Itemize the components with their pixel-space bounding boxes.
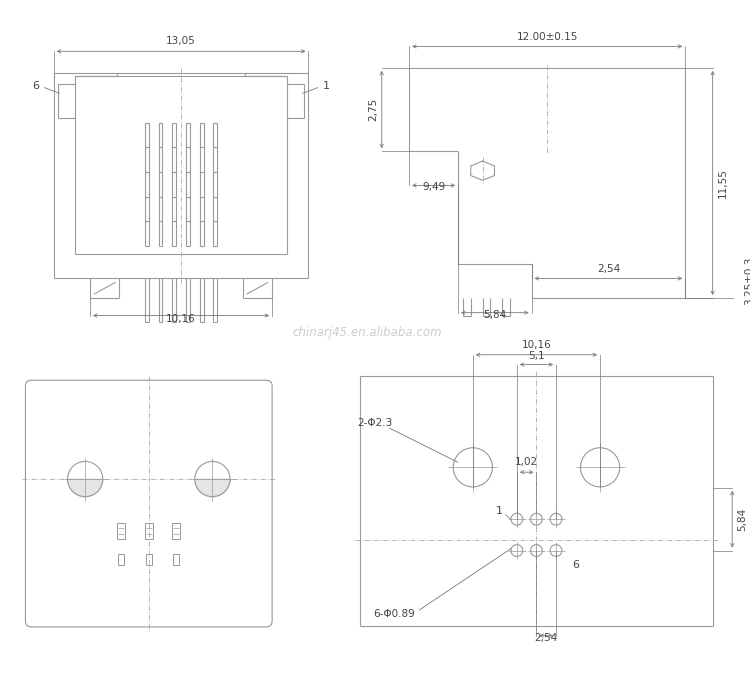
Text: 2,75: 2,75: [368, 98, 378, 121]
Bar: [173, 554, 179, 565]
Text: 3,25±0.3: 3,25±0.3: [744, 257, 750, 305]
Bar: [172, 523, 180, 539]
Text: 5,84: 5,84: [483, 310, 506, 319]
Bar: [146, 554, 152, 565]
Text: 6: 6: [33, 80, 40, 91]
Text: 13,05: 13,05: [166, 36, 196, 47]
Text: chinarj45.en.alibaba.com: chinarj45.en.alibaba.com: [292, 326, 442, 339]
Text: 5,84: 5,84: [737, 508, 747, 531]
Text: 5,1: 5,1: [528, 350, 544, 361]
Polygon shape: [195, 479, 230, 497]
Text: 11,55: 11,55: [718, 168, 728, 198]
Text: 10,16: 10,16: [166, 315, 196, 324]
Text: 1: 1: [322, 80, 329, 91]
Text: 2,54: 2,54: [535, 633, 558, 642]
Text: 10,16: 10,16: [521, 340, 551, 350]
Text: 1: 1: [496, 506, 502, 517]
Bar: [145, 523, 153, 539]
Bar: [118, 554, 124, 565]
Text: 2,54: 2,54: [597, 264, 620, 275]
Polygon shape: [68, 479, 103, 497]
Text: 6-Φ0.89: 6-Φ0.89: [374, 609, 416, 619]
Text: 12.00±0.15: 12.00±0.15: [517, 32, 578, 41]
Text: 2-Φ2.3: 2-Φ2.3: [357, 418, 392, 428]
Bar: [118, 523, 125, 539]
Text: 6: 6: [572, 560, 579, 570]
Text: 9,49: 9,49: [422, 182, 445, 192]
Text: 1,02: 1,02: [515, 458, 538, 467]
